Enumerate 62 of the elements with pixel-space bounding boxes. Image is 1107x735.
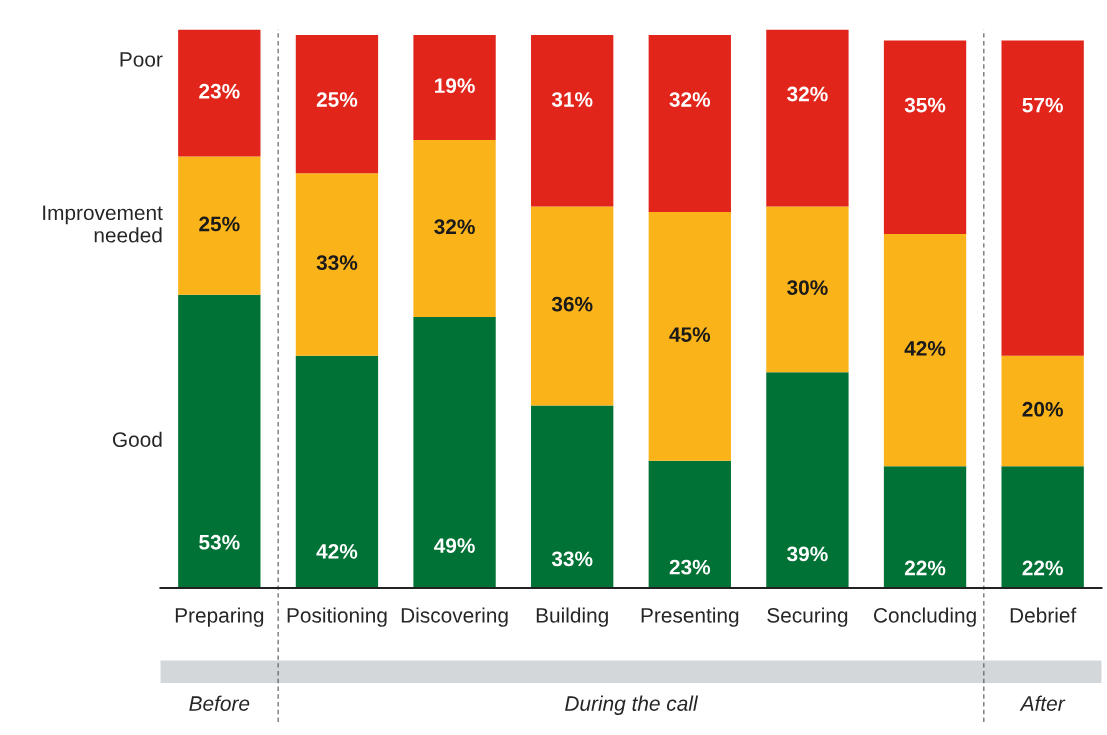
series-label: Improvement needed bbox=[43, 205, 163, 243]
bar bbox=[883, 234, 967, 467]
data-label: 35% bbox=[904, 97, 946, 113]
x-tick-label: Building bbox=[536, 607, 608, 627]
bar bbox=[413, 140, 496, 317]
data-label: 36% bbox=[551, 296, 593, 312]
bar bbox=[178, 294, 261, 588]
bar bbox=[531, 405, 614, 588]
bar bbox=[178, 156, 261, 295]
bar bbox=[531, 34, 614, 207]
bar bbox=[648, 34, 731, 212]
x-tick-label: Discovering bbox=[401, 607, 508, 627]
bar bbox=[766, 372, 849, 588]
bar bbox=[1001, 40, 1084, 356]
bar bbox=[531, 206, 614, 406]
data-label: 22% bbox=[904, 560, 946, 576]
data-label: 23% bbox=[669, 559, 711, 575]
text: During the call bbox=[565, 695, 699, 716]
data-label: 42% bbox=[904, 341, 946, 356]
data-label: 33% bbox=[316, 255, 358, 271]
bar bbox=[178, 29, 261, 157]
series-label: Good bbox=[112, 431, 162, 448]
data-label: 32% bbox=[434, 219, 475, 235]
series-label: Poor bbox=[120, 52, 163, 67]
data-label: 20% bbox=[1022, 401, 1063, 417]
x-tick-label: Preparing bbox=[175, 607, 264, 627]
data-label: 49% bbox=[434, 538, 475, 553]
data-label: 22% bbox=[1022, 560, 1063, 576]
x-tick-label: Presenting bbox=[641, 607, 739, 627]
bar bbox=[648, 211, 731, 461]
data-label: 25% bbox=[316, 92, 358, 107]
data-label: 31% bbox=[551, 92, 593, 107]
data-label: 30% bbox=[787, 280, 828, 295]
text: After bbox=[1019, 695, 1066, 711]
bar bbox=[1001, 466, 1084, 588]
data-label: 42% bbox=[316, 544, 358, 559]
bar bbox=[295, 355, 379, 588]
data-label: 39% bbox=[787, 546, 828, 562]
bar bbox=[413, 34, 496, 141]
bar bbox=[413, 317, 496, 588]
data-label: 32% bbox=[669, 92, 711, 107]
data-label: 45% bbox=[669, 327, 711, 342]
x-tick-label: Positioning bbox=[287, 607, 387, 627]
bar bbox=[295, 173, 379, 356]
bar bbox=[883, 466, 967, 588]
x-tick-label: Concluding bbox=[873, 607, 976, 627]
data-label: 32% bbox=[787, 86, 828, 102]
bar bbox=[1001, 355, 1084, 467]
bar bbox=[766, 29, 849, 207]
data-label: 23% bbox=[199, 83, 240, 99]
text: Before bbox=[189, 695, 250, 711]
data-label: 53% bbox=[199, 534, 240, 550]
x-tick-label: Debrief bbox=[1010, 607, 1077, 623]
data-label: 19% bbox=[435, 78, 475, 94]
bar bbox=[883, 40, 967, 235]
data-label: 33% bbox=[551, 551, 593, 567]
bar bbox=[648, 460, 731, 588]
data-label: 25% bbox=[199, 216, 240, 232]
bar bbox=[295, 34, 379, 174]
x-tick-label: Securing bbox=[767, 607, 848, 627]
data-label: 57% bbox=[1022, 97, 1063, 113]
bar bbox=[766, 206, 849, 373]
